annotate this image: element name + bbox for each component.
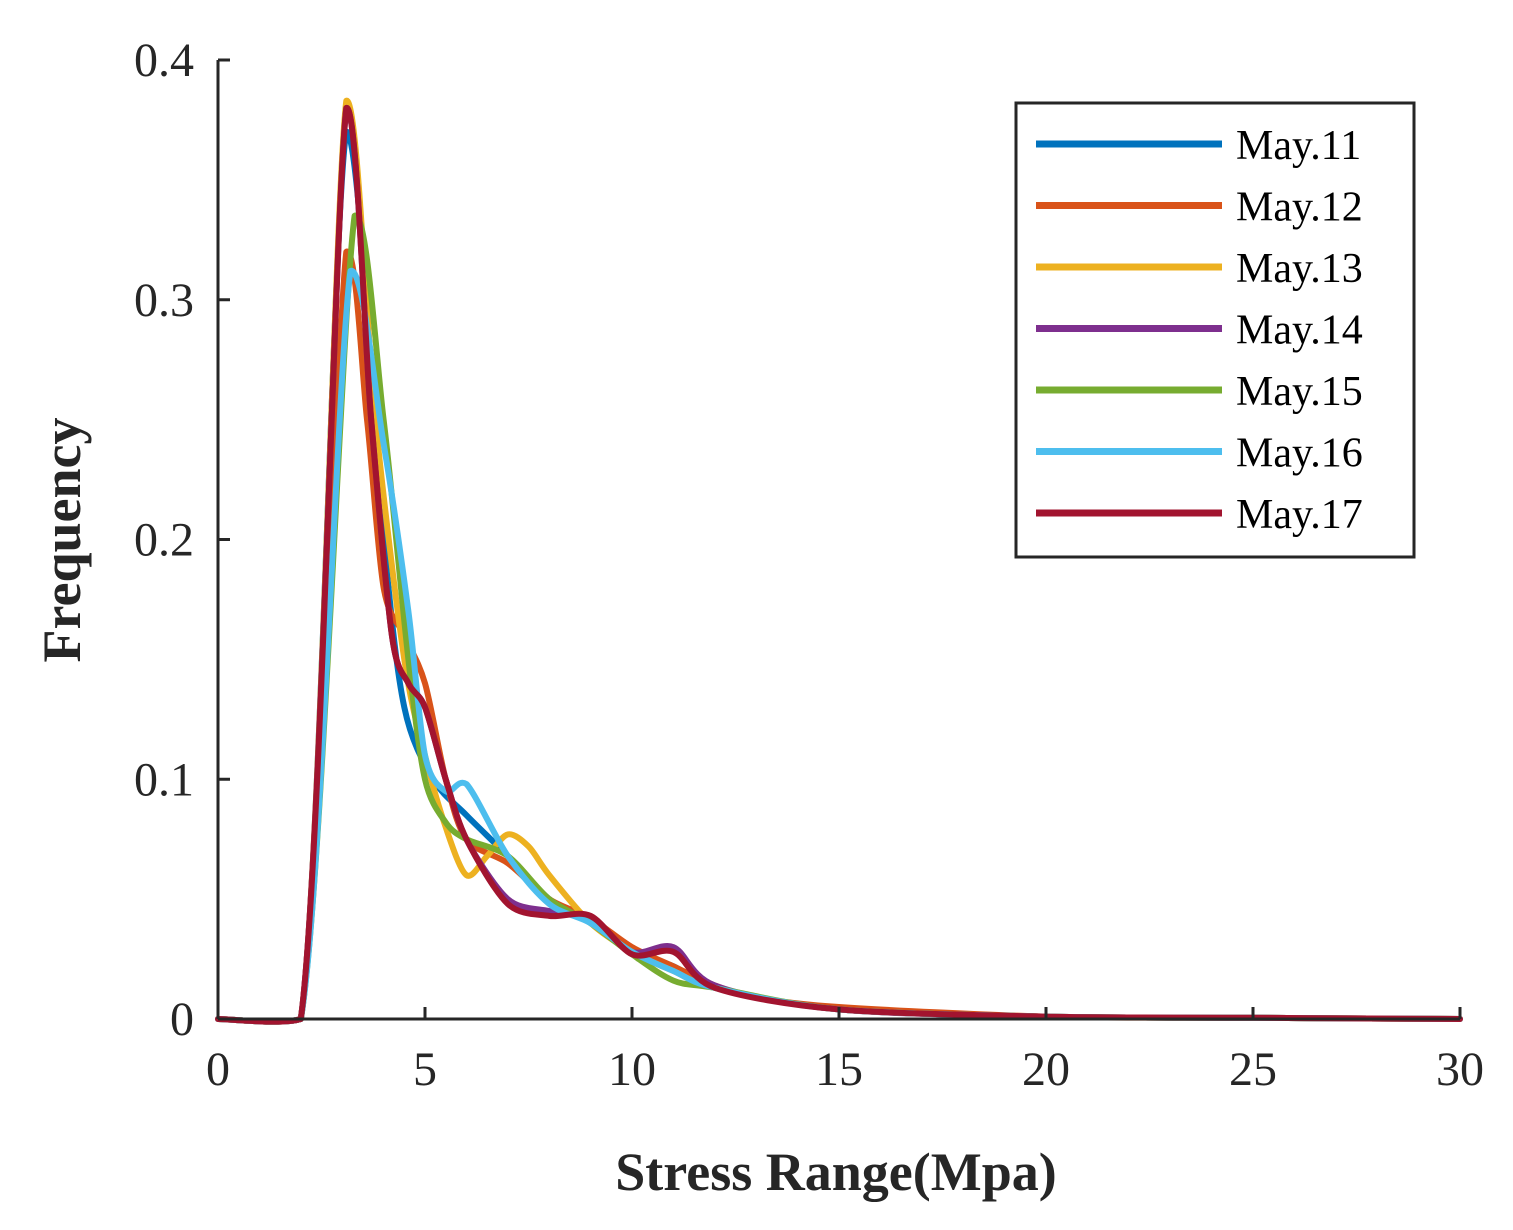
x-tick-label: 25 [1229, 1043, 1277, 1096]
legend-label: May.14 [1236, 308, 1363, 354]
x-tick-label: 15 [815, 1043, 863, 1096]
series-lines [215, 97, 1463, 1025]
legend: May.11 May.12 May.13 May.14 May.15 May.16 May.… [1014, 101, 1416, 559]
legend-label: May.16 [1236, 431, 1363, 477]
y-tick-label: 0.1 [134, 753, 194, 806]
legend-label: May.17 [1236, 492, 1363, 538]
x-tick-label: 30 [1436, 1043, 1484, 1096]
y-tick-label: 0.4 [134, 34, 194, 87]
x-tick-label: 5 [413, 1043, 437, 1096]
series-line-may-17 [215, 104, 1463, 1025]
x-tick-label: 20 [1022, 1043, 1070, 1096]
y-axis-title: Frequency [32, 418, 92, 663]
x-tick-label: 10 [608, 1043, 656, 1096]
legend-label: May.13 [1236, 246, 1363, 292]
legend-label: May.15 [1236, 369, 1363, 415]
y-tick-label: 0.2 [134, 514, 194, 567]
x-ticks: 0 5 10 15 20 25 30 [206, 1007, 1484, 1096]
legend-label: May.12 [1236, 185, 1363, 231]
x-tick-label: 0 [206, 1043, 230, 1096]
x-axis-title: Stress Range(Mpa) [615, 1142, 1056, 1202]
y-tick-label: 0 [170, 993, 194, 1046]
y-tick-label: 0.3 [134, 274, 194, 327]
y-ticks: 0 0.1 0.2 0.3 0.4 [134, 34, 230, 1046]
legend-label: May.11 [1236, 123, 1361, 169]
